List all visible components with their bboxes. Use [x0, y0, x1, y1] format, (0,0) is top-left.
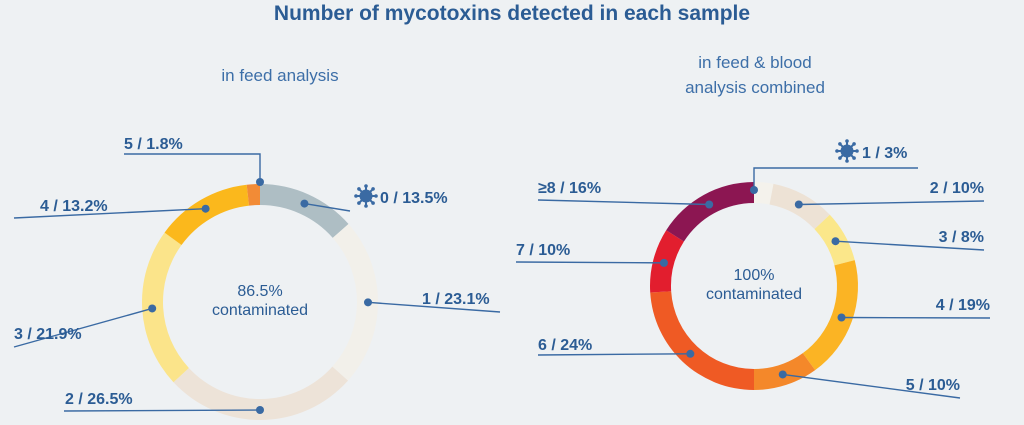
donut-1-label-4: 5 / 10%: [906, 377, 960, 394]
donut-0-leader-1: [367, 301, 501, 313]
donut-0-leader-4: [13, 207, 206, 219]
donut-1-label-7: ≥8 / 16%: [538, 180, 601, 197]
donut-0-slice-2: [173, 366, 349, 420]
donut-0-slice-3: [141, 232, 189, 383]
donut-1-marker-0: [750, 186, 758, 194]
donut-0-label-4: 4 / 13.2%: [40, 198, 108, 215]
donut-1-label-1: 2 / 10%: [930, 180, 984, 197]
right-subtitle: in feed & blood analysis combined: [630, 50, 880, 100]
right-subtitle-line-2: analysis combined: [685, 78, 825, 97]
donut-0-leader-5: [124, 153, 261, 182]
donut-1-marker-5: [686, 349, 695, 358]
donut-0-center-line-0: 86.5%: [237, 283, 282, 300]
donut-0-slice-5: [246, 184, 260, 206]
donut-1-leader-6: [515, 261, 664, 264]
donut-1-leader-5: [537, 353, 691, 356]
donut-0-marker-0: [300, 199, 309, 208]
donut-0-leader-0: [304, 202, 351, 212]
donut-0-slice-0: [260, 184, 349, 238]
donut-1-label-0: 1 / 3%: [862, 145, 907, 162]
donut-1-leader-0: [753, 167, 918, 190]
donut-1-slice-3: [802, 260, 858, 371]
donut-1-marker-3: [837, 313, 846, 322]
donut-1-label-6: 7 / 10%: [516, 242, 570, 259]
donut-1-leader-7: [537, 199, 710, 206]
donut-0-marker-1: [363, 298, 372, 307]
donut-1-slice-7: [666, 182, 754, 242]
donut-1-label-5: 6 / 24%: [538, 337, 592, 354]
donut-0-slice-4: [164, 184, 250, 245]
donut-0-center-line-1: contaminated: [212, 302, 308, 319]
donut-0-slice-1: [332, 223, 378, 381]
donut-0-label-1: 1 / 23.1%: [422, 291, 490, 308]
donut-1-marker-1: [794, 200, 803, 209]
donut-1-slice-0: [754, 182, 774, 205]
donut-1-leader-4: [782, 373, 961, 399]
donut-0-label-2: 2 / 26.5%: [65, 391, 133, 408]
donut-0-leader-3: [13, 307, 153, 348]
donut-0-marker-2: [256, 406, 264, 414]
donut-0-leader-2: [63, 409, 261, 412]
donut-1-center-line-0: 100%: [734, 267, 775, 284]
donut-1-marker-7: [705, 200, 714, 209]
donut-1-center-line-1: contaminated: [706, 286, 802, 303]
donut-1-leader-1: [798, 200, 985, 206]
donut-0-label-0: 0 / 13.5%: [380, 190, 448, 207]
donut-1-leader-2: [835, 240, 985, 251]
left-donut: 0 / 13.5% 1 / 23.1% 2 / 26.5% 3 / 21.9% 4 / …: [13, 136, 501, 420]
right-donut: 1 / 3% 2 / 10% 3 / 8% 4 / 19% 5 / 10% 6 / 24%…: [515, 139, 991, 399]
donut-0-label-5: 5 / 1.8%: [124, 136, 183, 153]
donut-0-marker-4: [201, 204, 210, 213]
right-subtitle-line-1: in feed & blood: [698, 53, 812, 72]
virus-icon: [354, 184, 378, 208]
donut-1-marker-6: [659, 258, 668, 267]
donut-1-marker-4: [778, 370, 787, 379]
donut-1-label-2: 3 / 8%: [939, 229, 984, 246]
donut-0-marker-5: [256, 178, 264, 186]
donut-0-label-3: 3 / 21.9%: [14, 326, 82, 343]
donut-0-marker-3: [148, 304, 157, 313]
virus-icon: [835, 139, 859, 163]
chart-title: Number of mycotoxins detected in each sa…: [273, 2, 751, 25]
donut-1-label-3: 4 / 19%: [936, 297, 990, 314]
left-subtitle: in feed analysis: [221, 66, 339, 85]
donut-1-slice-5: [650, 291, 754, 390]
donut-1-marker-2: [831, 237, 840, 246]
